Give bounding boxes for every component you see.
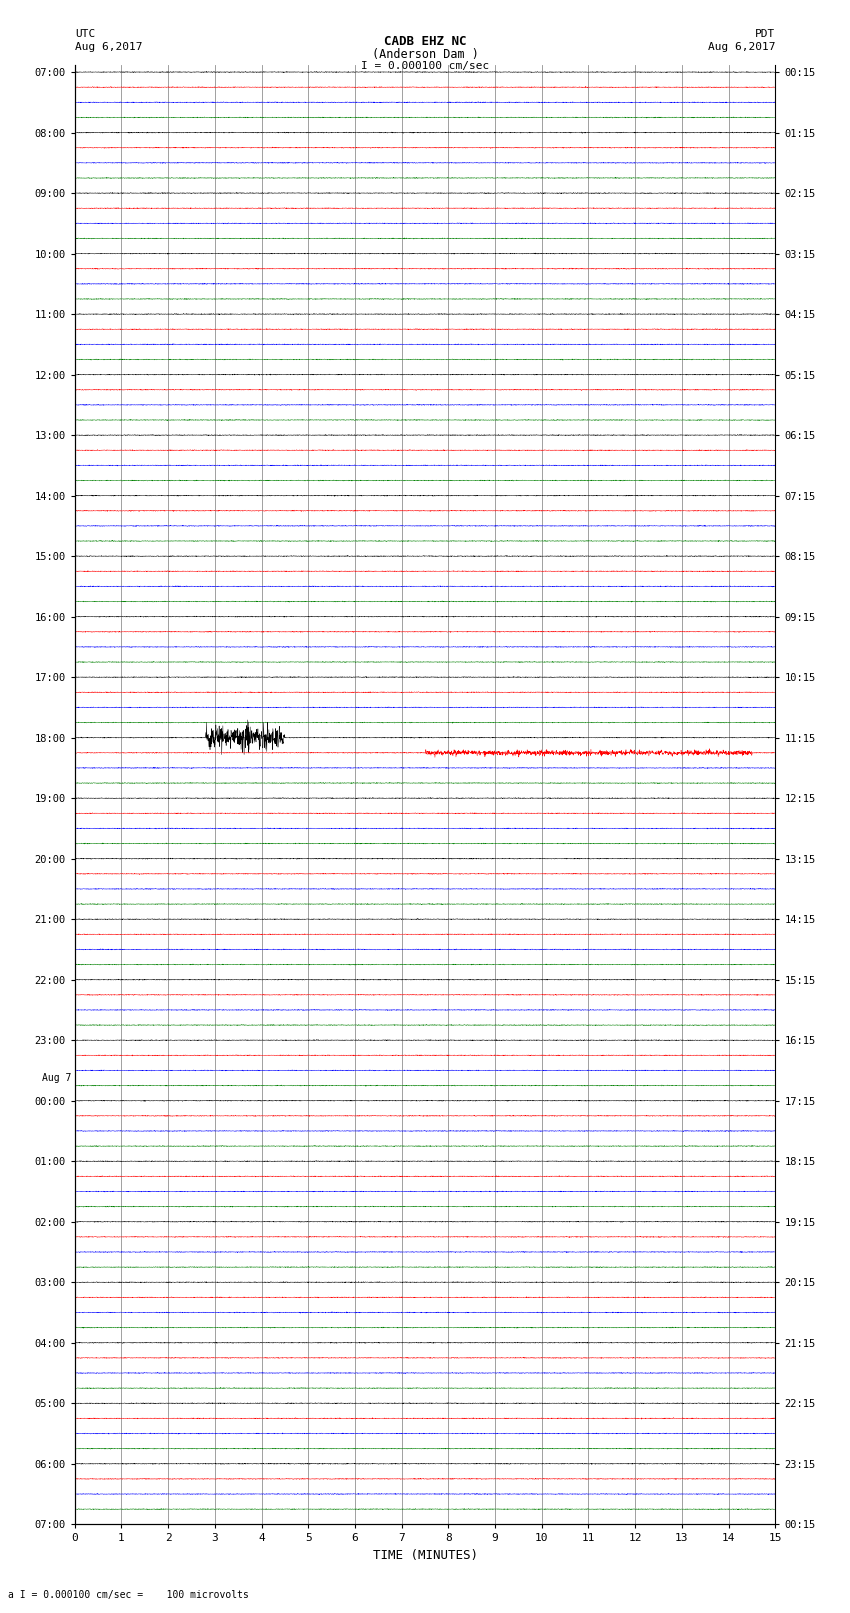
- X-axis label: TIME (MINUTES): TIME (MINUTES): [372, 1548, 478, 1561]
- Text: I = 0.000100 cm/sec: I = 0.000100 cm/sec: [361, 61, 489, 71]
- Text: PDT: PDT: [755, 29, 775, 39]
- Text: Aug 7: Aug 7: [42, 1073, 71, 1082]
- Text: a I = 0.000100 cm/sec =    100 microvolts: a I = 0.000100 cm/sec = 100 microvolts: [8, 1590, 249, 1600]
- Text: Aug 6,2017: Aug 6,2017: [708, 42, 775, 52]
- Text: UTC: UTC: [75, 29, 95, 39]
- Text: (Anderson Dam ): (Anderson Dam ): [371, 48, 479, 61]
- Text: CADB EHZ NC: CADB EHZ NC: [383, 35, 467, 48]
- Text: Aug 6,2017: Aug 6,2017: [75, 42, 142, 52]
